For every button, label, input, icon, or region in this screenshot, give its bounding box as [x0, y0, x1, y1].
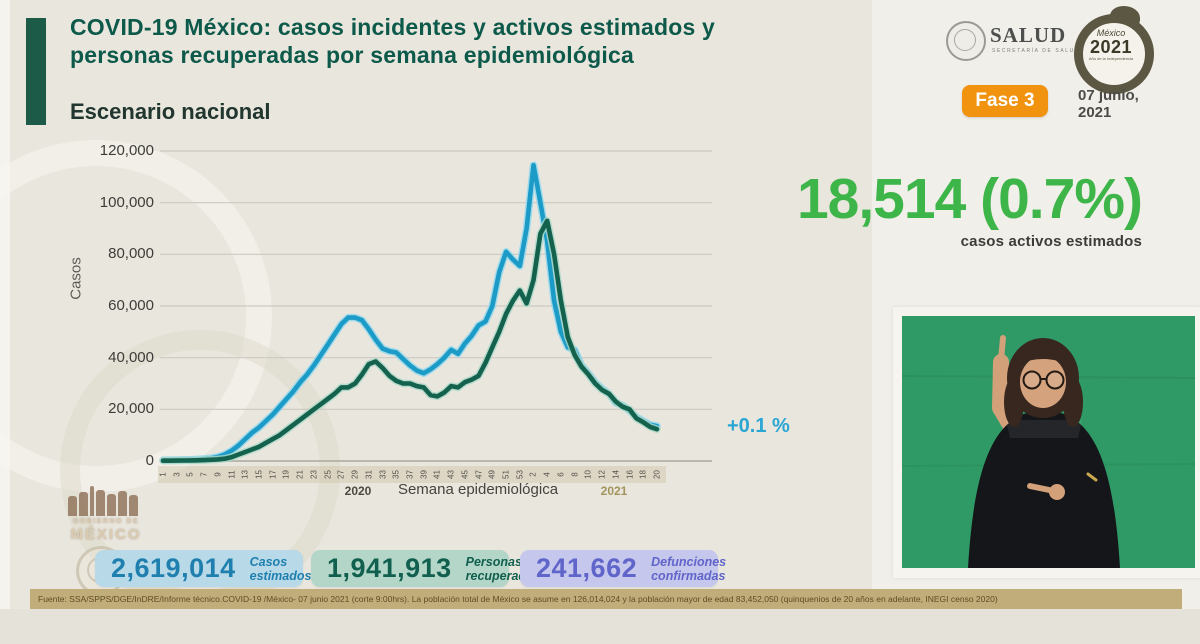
y-tick-label: 0	[145, 452, 154, 469]
x-axis-year-2020: 2020	[344, 484, 372, 498]
stat-card-value: 1,941,913	[327, 553, 452, 583]
mexico-2021-year: 2021	[1089, 37, 1133, 57]
gobierno-text: GOBIERNO DE	[72, 518, 140, 525]
mexico-2021-ring	[1074, 14, 1154, 94]
section-title: Escenario nacional	[70, 99, 271, 124]
fase-badge: Fase 3	[962, 85, 1048, 117]
footer-source-text: Fuente: SSA/SPPS/DGE/InDRE/Informe técni…	[38, 594, 998, 604]
headline-value: 18,514 (0.7%)	[796, 167, 1143, 231]
stat-card: 2,619,014 Casos estimados	[95, 550, 311, 587]
mexico-text: MÉXICO	[70, 526, 142, 543]
y-tick-label: 60,000	[108, 297, 154, 314]
page-title-line2: personas recuperadas por semana epidemio…	[70, 42, 634, 68]
stat-card: 241,662 Defunciones confirmadas	[520, 550, 726, 587]
salud-logo-text: SALUD	[990, 23, 1067, 47]
footer-bar: Fuente: SSA/SPPS/DGE/InDRE/Informe técni…	[30, 589, 1182, 609]
stat-card-value: 241,662	[536, 553, 638, 583]
interpreter-video-frame	[893, 307, 1200, 578]
heroes-figures-icon	[68, 486, 142, 516]
sign-language-interpreter	[902, 316, 1195, 568]
chart-x-tick-band	[158, 466, 666, 483]
chart-svg	[159, 150, 712, 465]
stat-card-value: 2,619,014	[111, 553, 236, 583]
interpreter-illustration	[902, 335, 1195, 568]
y-tick-label: 20,000	[108, 400, 154, 418]
headline-label: casos activos estimados	[960, 233, 1142, 250]
x-axis-year-2021: 2021	[600, 484, 628, 498]
date-label: 07 junio, 2021	[1078, 87, 1139, 121]
mexico-2021-name: México	[1096, 28, 1126, 38]
salud-logo: SALUD SECRETARÍA DE SALUD	[946, 20, 1096, 62]
stat-card: 1,941,913 Personas recuperadas	[311, 550, 540, 587]
mexico-2021-logo: México 2021 Año de la Independencia	[1072, 6, 1154, 94]
date-line1: 07 junio,	[1078, 87, 1139, 104]
date-line2: 2021	[1078, 104, 1112, 121]
chart-x-axis-title: Semana epidemiológica	[397, 481, 559, 498]
mexico-2021-caption: Año de la Independencia	[1088, 56, 1134, 61]
headline: 18,514 (0.7%) casos activos estimados	[700, 167, 1143, 250]
salud-logo-subtext: SECRETARÍA DE SALUD	[992, 48, 1081, 54]
y-tick-label: 120,000	[99, 142, 154, 159]
y-tick-label: 100,000	[99, 193, 154, 211]
salud-seal-icon	[946, 21, 986, 61]
page-title-line1: COVID-19 México: casos incidentes y acti…	[70, 14, 716, 40]
stat-card-label: Defunciones confirmadas	[651, 554, 727, 583]
title-accent-bar	[26, 18, 46, 125]
trend-annotation: +0.1 %	[727, 415, 790, 437]
y-tick-label: 40,000	[108, 348, 154, 366]
page-title: COVID-19 México: casos incidentes y acti…	[70, 13, 890, 69]
bottom-strip	[0, 609, 1200, 644]
gobierno-mexico-logo: GOBIERNO DE MÉXICO	[58, 484, 154, 548]
stat-card-label: Casos estimados	[249, 554, 312, 583]
y-tick-label: 80,000	[108, 245, 154, 263]
